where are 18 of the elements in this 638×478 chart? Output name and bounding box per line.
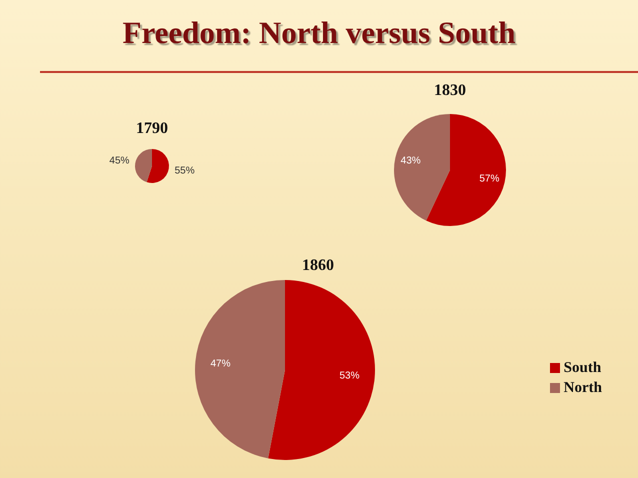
text: Freedom: North versus South — [122, 15, 516, 50]
chart-title: 1790 — [136, 120, 168, 138]
legend-label: North — [564, 380, 602, 396]
data-label: 45% — [109, 155, 130, 166]
chart-title: 1860 — [302, 257, 334, 275]
pie-slice — [195, 280, 285, 458]
pie-slice — [426, 114, 506, 226]
legend-label: South — [564, 360, 602, 376]
chart-title: 1830 — [434, 82, 466, 100]
pie-slice — [146, 149, 169, 183]
pie-slice — [394, 114, 450, 221]
data-label: 55% — [174, 166, 195, 177]
data-label: 53% — [340, 370, 360, 382]
data-label: 47% — [210, 358, 231, 370]
data-label: 43% — [400, 156, 421, 167]
pie-slice — [268, 280, 375, 460]
data-label: 57% — [479, 173, 500, 184]
pie-slice — [135, 149, 152, 182]
